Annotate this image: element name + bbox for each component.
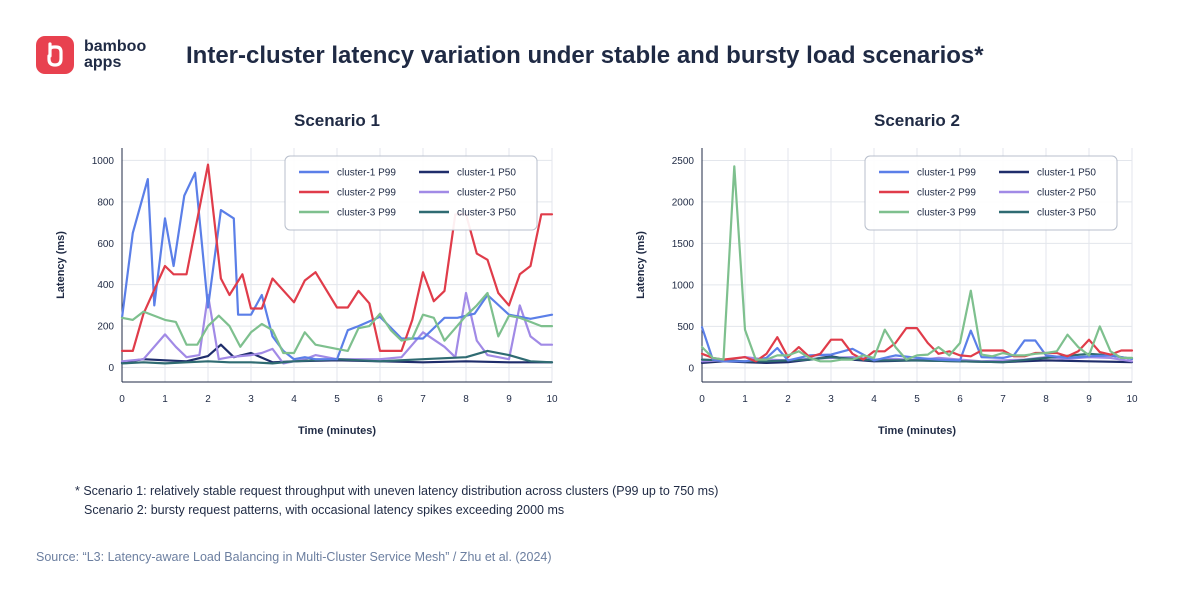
scenario-2-x-tick-label: 7	[1000, 394, 1006, 405]
scenario-2-x-tick-label: 1	[742, 394, 748, 405]
footnote-scenario-2: Scenario 2: bursty request patterns, wit…	[84, 503, 565, 517]
bamboo-logo-icon	[36, 36, 74, 74]
scenario-2-x-tick-label: 6	[957, 394, 963, 405]
scenario-2-legend-label-cluster-3-p99: cluster-3 P99	[917, 208, 976, 219]
scenario-1-legend-label-cluster-2-p50: cluster-2 P50	[457, 188, 516, 199]
scenario-1-y-tick-label: 0	[108, 363, 114, 374]
scenario-1-legend-label-cluster-2-p99: cluster-2 P99	[337, 188, 396, 199]
scenario-1-x-axis-label: Time (minutes)	[298, 425, 376, 437]
scenario-1-x-tick-label: 2	[205, 394, 211, 405]
scenario-1-y-tick-label: 400	[97, 280, 114, 291]
source-citation: Source: “L3: Latency-aware Load Balancin…	[36, 550, 552, 564]
scenario-2-x-tick-label: 10	[1126, 394, 1138, 405]
scenario-1-legend-label-cluster-3-p50: cluster-3 P50	[457, 208, 516, 219]
scenario-1-x-tick-label: 7	[420, 394, 426, 405]
scenario-2-legend-label-cluster-1-p99: cluster-1 P99	[917, 168, 976, 179]
brand-logo: bamboo apps	[36, 36, 146, 74]
scenario-1-y-tick-label: 1000	[92, 156, 115, 167]
scenario-1-line-cluster-3-p50	[120, 349, 554, 365]
logo-line1: bamboo	[84, 38, 147, 55]
scenario-2-y-tick-label: 2000	[672, 197, 695, 208]
scenario-1-x-tick-label: 8	[463, 394, 469, 405]
scenario-2-legend	[864, 155, 1118, 231]
scenario-2-legend-label-cluster-2-p99: cluster-2 P99	[917, 188, 976, 199]
scenario-1-y-tick-label: 200	[97, 322, 114, 333]
scenario-1-line-cluster-1-p50	[120, 343, 554, 364]
scenario-2-y-tick-label: 1000	[672, 280, 695, 291]
scenario-2-legend-label-cluster-2-p50: cluster-2 P50	[1037, 188, 1096, 199]
scenario-1-y-tick-label: 600	[97, 239, 114, 250]
page-title: Inter-cluster latency variation under st…	[186, 42, 984, 69]
scenario-1-legend	[284, 155, 538, 231]
scenario-1-y-axis-label: Latency (ms)	[55, 231, 67, 299]
scenario-2-x-axis-label: Time (minutes)	[878, 425, 956, 437]
scenario-1-x-tick-label: 1	[162, 394, 168, 405]
scenario-1-x-tick-label: 4	[291, 394, 297, 405]
scenario-2-x-tick-label: 8	[1043, 394, 1049, 405]
scenario-1-x-tick-label: 6	[377, 394, 383, 405]
scenario-2-x-tick-label: 2	[785, 394, 791, 405]
scenario-1-line-cluster-1-p99	[120, 171, 554, 361]
scenario-2-line-cluster-3-p99	[700, 165, 1134, 363]
bamboo-b-glyph-icon	[47, 42, 63, 67]
scenario-1-title: Scenario 1	[294, 111, 380, 130]
scenario-2-y-tick-label: 1500	[672, 239, 695, 250]
scenario-1-y-tick-label: 800	[97, 197, 114, 208]
scenario-2-legend-label-cluster-3-p50: cluster-3 P50	[1037, 208, 1096, 219]
scenario-2-y-axis-label: Latency (ms)	[635, 231, 647, 299]
scenario-2-legend-label-cluster-1-p50: cluster-1 P50	[1037, 168, 1096, 179]
scenario-1-legend-label-cluster-3-p99: cluster-3 P99	[337, 208, 396, 219]
scenario-2-y-tick-label: 0	[688, 363, 694, 374]
scenario-1-legend-label-cluster-1-p99: cluster-1 P99	[337, 168, 396, 179]
scenario-1-x-tick-label: 3	[248, 394, 254, 405]
scenario-1-x-tick-label: 9	[506, 394, 512, 405]
scenario-2-y-tick-label: 500	[677, 322, 694, 333]
scenario-2-x-tick-label: 0	[699, 394, 705, 405]
scenario-1-line-cluster-3-p99	[120, 291, 554, 355]
logo-wordmark: bamboo apps	[84, 39, 146, 71]
scenario-2-x-tick-label: 5	[914, 394, 920, 405]
chart-scenario-2: Scenario 2 0 1 2 3 4 5 6 7 8 9 10 0 500 1000 1500 2000 25…	[635, 111, 1138, 437]
scenario-1-x-tick-label: 0	[119, 394, 125, 405]
scenario-2-x-tick-label: 9	[1086, 394, 1092, 405]
scenario-2-y-tick-label: 2500	[672, 156, 695, 167]
scenario-2-x-tick-label: 4	[871, 394, 877, 405]
scenario-2-x-tick-label: 3	[828, 394, 834, 405]
chart-scenario-1: Scenario 1 0 1 2 3 4 5 6 7 8 9 10 0 200 400 600 800 1000 T…	[55, 111, 558, 437]
scenario-1-x-tick-label: 5	[334, 394, 340, 405]
scenario-2-line-cluster-2-p99	[700, 327, 1134, 363]
scenario-1-legend-label-cluster-1-p50: cluster-1 P50	[457, 168, 516, 179]
scenario-1-x-tick-label: 10	[546, 394, 558, 405]
scenario-2-title: Scenario 2	[874, 111, 960, 130]
scenario-1-line-cluster-2-p99	[120, 163, 554, 352]
logo-line2: apps	[84, 54, 122, 71]
footnote-scenario-1: * Scenario 1: relatively stable request …	[75, 484, 719, 498]
